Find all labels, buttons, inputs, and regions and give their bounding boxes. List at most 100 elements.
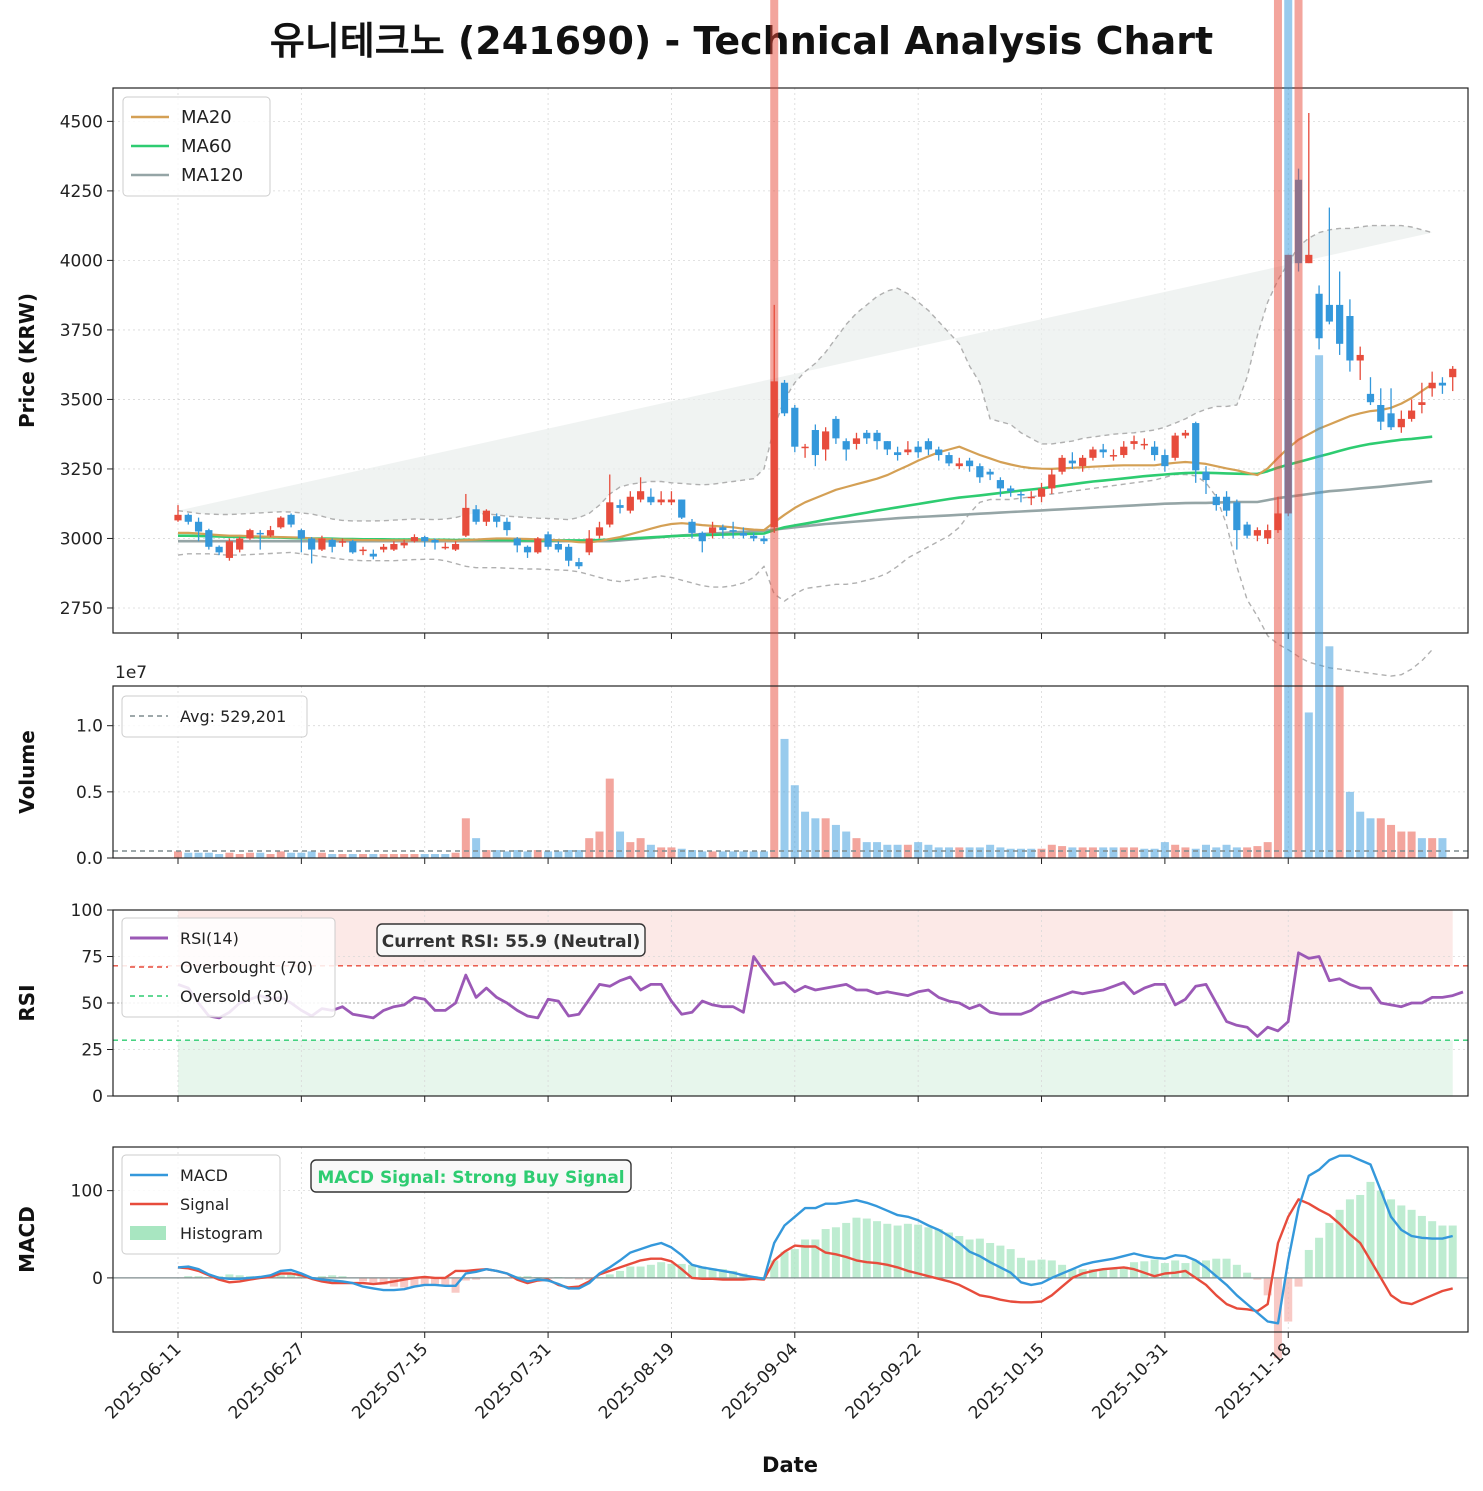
- histogram-bar: [657, 1262, 666, 1278]
- candle-body: [1058, 457, 1066, 472]
- histogram-bar: [965, 1239, 974, 1278]
- histogram-bar: [1315, 1237, 1324, 1278]
- histogram-bar: [276, 1275, 285, 1278]
- candle-body: [287, 514, 295, 525]
- candle-body: [1438, 382, 1447, 386]
- macd-annotation: MACD Signal: Strong Buy Signal: [317, 1168, 624, 1188]
- candle-body: [955, 463, 963, 467]
- candle-body: [554, 544, 562, 550]
- candle-body: [791, 407, 799, 447]
- histogram-bar: [235, 1275, 244, 1278]
- candle-body: [441, 546, 449, 549]
- ma20-line: [178, 383, 1433, 544]
- candle-body: [1192, 423, 1200, 471]
- histogram-bar: [873, 1221, 882, 1278]
- candle-body: [194, 521, 203, 532]
- candle-body: [565, 546, 573, 561]
- candle-body: [431, 539, 439, 543]
- x-tick-label: 2025-11-18: [1212, 1339, 1296, 1423]
- candle-body: [719, 527, 727, 531]
- candle-body: [390, 544, 398, 550]
- candle-body: [1212, 496, 1220, 506]
- histogram-bar: [461, 1277, 470, 1281]
- volume-axis-label: Volume: [15, 730, 39, 814]
- histogram-bar: [297, 1276, 306, 1278]
- histogram-bar: [194, 1276, 203, 1278]
- rsi-tick-label: 100: [71, 901, 103, 921]
- x-tick-label: 2025-07-31: [472, 1339, 556, 1423]
- volume-bar: [513, 850, 522, 858]
- candle-body: [349, 541, 357, 553]
- candle-body: [1315, 293, 1323, 339]
- candle-body: [873, 432, 881, 442]
- histogram-bar: [1150, 1259, 1159, 1278]
- volume-bar: [585, 838, 594, 858]
- candle-body: [1181, 432, 1190, 436]
- candle-body: [595, 527, 604, 536]
- candle-body: [1068, 460, 1076, 464]
- candle-body: [369, 553, 377, 557]
- histogram-bar: [338, 1276, 347, 1278]
- candle-body: [380, 546, 388, 550]
- volume-bar: [1366, 818, 1375, 858]
- legend-label: Oversold (30): [180, 987, 289, 1006]
- volume-bar: [595, 831, 604, 858]
- volume-bar: [1397, 831, 1406, 858]
- volume-bar: [174, 851, 182, 858]
- histogram-bar: [718, 1269, 727, 1278]
- volume-bar: [1006, 848, 1015, 858]
- candle-body: [1408, 410, 1416, 419]
- volume-bar: [1212, 847, 1221, 858]
- volume-bar: [667, 847, 676, 858]
- histogram-bar: [420, 1277, 429, 1286]
- candle-body: [451, 544, 460, 550]
- histogram-bar: [523, 1276, 532, 1278]
- volume-bar: [955, 847, 964, 858]
- volume-bar: [194, 852, 203, 858]
- x-tick-label: 2025-09-22: [842, 1339, 926, 1423]
- candle-body: [637, 491, 645, 500]
- volume-bar: [821, 818, 830, 858]
- candle-body: [1099, 449, 1107, 453]
- histogram-bar: [1212, 1258, 1221, 1278]
- candle-body: [1253, 530, 1261, 536]
- legend-label: RSI(14): [180, 929, 239, 948]
- histogram-bar: [1366, 1181, 1375, 1278]
- histogram-bar: [883, 1223, 892, 1278]
- rsi-annotation-box: [376, 923, 646, 957]
- candle-body: [1007, 488, 1015, 492]
- rsi-tick-label: 25: [81, 1041, 103, 1061]
- volume-bar: [1232, 847, 1241, 858]
- volume-bar: [245, 852, 254, 858]
- volume-bar: [389, 854, 398, 858]
- candle-body: [575, 562, 583, 567]
- histogram-bar: [441, 1277, 450, 1286]
- candle-body: [1151, 446, 1159, 456]
- candle-body: [1346, 316, 1354, 361]
- candle-body: [308, 538, 316, 550]
- candle-body: [678, 499, 686, 518]
- volume-bar: [1191, 848, 1200, 858]
- histogram-bar: [574, 1277, 583, 1280]
- macd-panel-frame: [112, 1146, 1469, 1333]
- volume-bar: [1181, 847, 1190, 858]
- candle-body: [338, 541, 347, 543]
- volume-bar: [420, 854, 429, 858]
- candle-body: [585, 538, 593, 553]
- volume-bar: [1345, 791, 1354, 858]
- volume-bar: [1294, 0, 1303, 858]
- histogram-bar: [1160, 1263, 1169, 1278]
- candle-body: [852, 438, 861, 444]
- volume-bar: [852, 838, 861, 858]
- legend-swatch: [130, 1226, 166, 1240]
- volume-panel-frame: [112, 685, 1469, 859]
- candle-body: [523, 546, 532, 553]
- histogram-bar: [852, 1217, 861, 1278]
- volume-bar: [266, 854, 275, 858]
- candle-body: [1171, 435, 1179, 458]
- volume-bar: [1088, 847, 1097, 858]
- histogram-bar: [688, 1264, 696, 1278]
- volume-bar: [431, 854, 439, 858]
- candle-body: [945, 455, 953, 464]
- volume-bar: [482, 850, 491, 858]
